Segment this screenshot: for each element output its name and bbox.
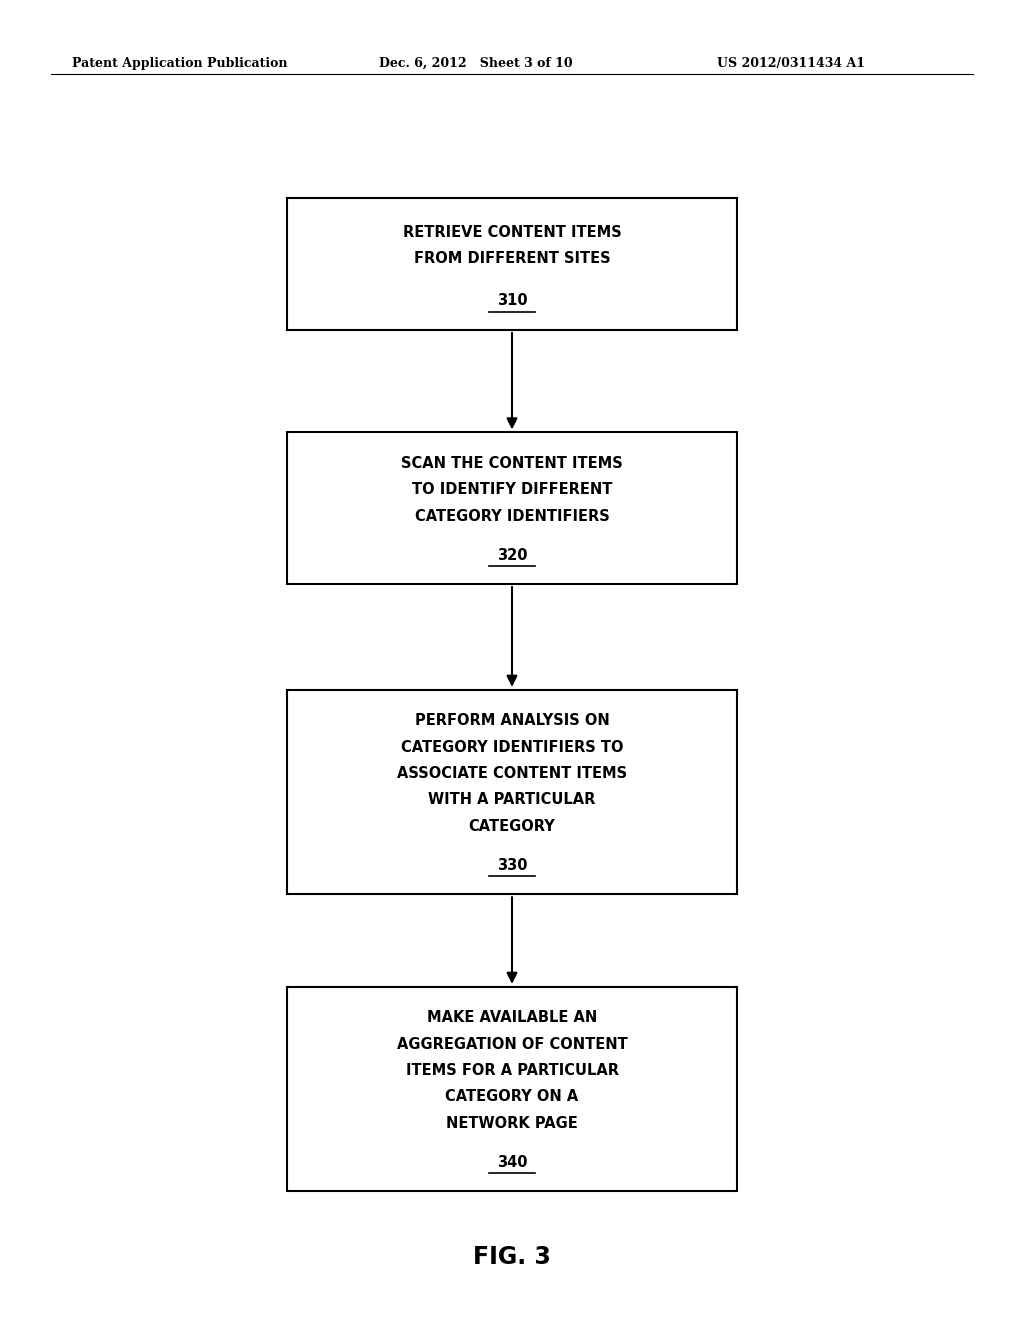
Bar xyxy=(287,689,737,895)
Text: FROM DIFFERENT SITES: FROM DIFFERENT SITES xyxy=(414,251,610,267)
Text: WITH A PARTICULAR: WITH A PARTICULAR xyxy=(428,792,596,808)
Text: ITEMS FOR A PARTICULAR: ITEMS FOR A PARTICULAR xyxy=(406,1063,618,1078)
Text: MAKE AVAILABLE AN: MAKE AVAILABLE AN xyxy=(427,1010,597,1026)
Text: TO IDENTIFY DIFFERENT: TO IDENTIFY DIFFERENT xyxy=(412,482,612,498)
Bar xyxy=(287,987,737,1191)
Text: CATEGORY: CATEGORY xyxy=(469,818,555,834)
Text: RETRIEVE CONTENT ITEMS: RETRIEVE CONTENT ITEMS xyxy=(402,224,622,240)
Text: Patent Application Publication: Patent Application Publication xyxy=(72,57,287,70)
Text: NETWORK PAGE: NETWORK PAGE xyxy=(446,1115,578,1131)
Text: Dec. 6, 2012   Sheet 3 of 10: Dec. 6, 2012 Sheet 3 of 10 xyxy=(379,57,572,70)
Text: FIG. 3: FIG. 3 xyxy=(473,1245,551,1269)
Text: CATEGORY IDENTIFIERS TO: CATEGORY IDENTIFIERS TO xyxy=(400,739,624,755)
Text: CATEGORY IDENTIFIERS: CATEGORY IDENTIFIERS xyxy=(415,508,609,524)
Text: 320: 320 xyxy=(497,548,527,562)
Text: US 2012/0311434 A1: US 2012/0311434 A1 xyxy=(717,57,865,70)
Text: 340: 340 xyxy=(497,1155,527,1170)
Text: PERFORM ANALYSIS ON: PERFORM ANALYSIS ON xyxy=(415,713,609,729)
Text: SCAN THE CONTENT ITEMS: SCAN THE CONTENT ITEMS xyxy=(401,455,623,471)
Text: 310: 310 xyxy=(497,293,527,309)
Bar xyxy=(287,198,737,330)
Text: ASSOCIATE CONTENT ITEMS: ASSOCIATE CONTENT ITEMS xyxy=(397,766,627,781)
Bar xyxy=(287,433,737,583)
Text: AGGREGATION OF CONTENT: AGGREGATION OF CONTENT xyxy=(396,1036,628,1052)
Text: CATEGORY ON A: CATEGORY ON A xyxy=(445,1089,579,1105)
Text: 330: 330 xyxy=(497,858,527,873)
